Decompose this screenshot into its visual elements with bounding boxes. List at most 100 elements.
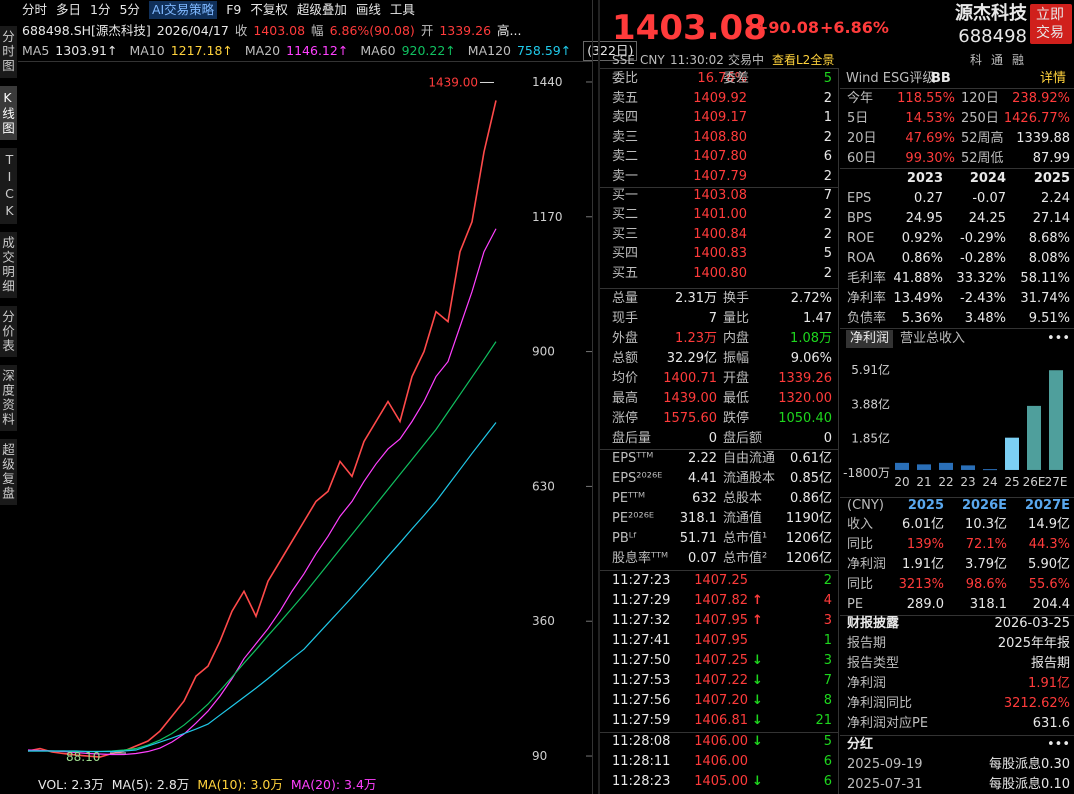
text: 11:27:53 xyxy=(612,673,671,688)
ma-value: 758.59↑ xyxy=(516,43,572,58)
text: 卖一 xyxy=(612,168,639,184)
text: 289.0 xyxy=(906,597,944,612)
text: 净利润对应PE xyxy=(847,716,929,731)
toolbar-item[interactable]: 超级叠加 xyxy=(296,2,347,17)
ma-value: 1217.18↑ xyxy=(170,43,233,58)
text: 2 xyxy=(823,168,832,184)
toolbar-item[interactable]: 不复权 xyxy=(250,2,288,17)
side-tab[interactable]: 超级复盘 xyxy=(0,439,17,505)
text: ROE xyxy=(847,231,875,246)
text: 1407.82 xyxy=(694,593,748,608)
volume-bar: VOL: 2.3万 MA(5): 2.8万 MA(10): 3.0万 MA(20): … xyxy=(38,776,376,794)
text: 5.90亿 xyxy=(1028,557,1070,572)
divider xyxy=(840,615,1074,616)
toolbar-item[interactable]: 分时 xyxy=(22,2,48,17)
text: 11:27:41 xyxy=(612,633,671,648)
text: 6.01亿 xyxy=(902,517,944,532)
text: 1407.25 xyxy=(694,653,748,668)
toolbar-item[interactable]: 1分 xyxy=(90,2,111,17)
text: 1409.92 xyxy=(693,91,747,106)
divider xyxy=(598,0,600,794)
text: 52周低 xyxy=(961,151,1004,166)
text: 1439.00 xyxy=(663,391,717,406)
text: 1575.60 xyxy=(663,411,717,426)
text: Wind ESG评级 xyxy=(846,71,936,86)
trade-button[interactable]: 立即交易 xyxy=(1036,7,1064,41)
text: 11:27:59 xyxy=(612,713,671,728)
ma-name: MA20 xyxy=(244,43,281,58)
text: 139% xyxy=(906,537,944,552)
text: 5日 xyxy=(847,111,869,126)
text: 卖四 xyxy=(612,110,639,126)
text: 55.6% xyxy=(1028,577,1070,592)
toolbar-item[interactable]: 5分 xyxy=(119,2,140,17)
side-tab[interactable]: 分时图 xyxy=(0,26,17,78)
text: 8.08% xyxy=(1028,251,1070,266)
text: 1406.00 xyxy=(694,734,748,749)
text: 11:28:08 xyxy=(612,734,671,749)
text: 14.9亿 xyxy=(1028,517,1070,532)
text[interactable]: ••• xyxy=(1046,737,1070,752)
text: 27.14 xyxy=(1032,211,1070,226)
toolbar-item[interactable]: 画线 xyxy=(355,2,381,17)
ma-bar: MA5 1303.91↑ MA10 1217.18↑ MA20 1146.12↑ MA60 9… xyxy=(22,41,638,61)
text: ↓ xyxy=(752,713,763,728)
text: 87.99 xyxy=(1032,151,1070,166)
tab[interactable]: 营业总收入 xyxy=(900,331,966,346)
side-tab[interactable]: 成交明细 xyxy=(0,231,17,298)
text: 净利润 xyxy=(847,676,887,691)
text: ↓ xyxy=(752,734,763,749)
text: 总额 xyxy=(612,351,639,366)
text[interactable]: 详情 xyxy=(1039,71,1066,86)
chart: 5.91亿 3.88亿 1.85亿 -1800万 20 21 22 23 24 25 26E 27E xyxy=(843,362,1067,489)
text: 1409.17 xyxy=(693,110,747,126)
bar xyxy=(939,462,953,470)
tab[interactable]: 净利润 xyxy=(846,330,894,348)
text: 0.85亿 xyxy=(790,471,832,486)
text: 51.71 xyxy=(679,531,717,546)
text: 0 xyxy=(823,431,832,446)
bar xyxy=(1027,405,1041,470)
side-tab[interactable]: 深度资料 xyxy=(0,365,17,431)
side-tab[interactable]: K线图 xyxy=(0,85,17,140)
text: 买一 xyxy=(612,188,639,203)
text: 总市值¹ xyxy=(723,531,768,546)
info-item: 1403.08 xyxy=(253,23,306,38)
toolbar-item[interactable]: F9 xyxy=(226,2,242,17)
text: 通 xyxy=(991,53,1004,67)
y-tick-label: 360 xyxy=(532,614,555,628)
bar xyxy=(983,469,997,471)
text: 2025年年报 xyxy=(997,636,1070,651)
text: 5 xyxy=(823,246,832,262)
text: 7 xyxy=(823,188,832,203)
side-tab[interactable]: TICK xyxy=(0,147,17,224)
text: 融 xyxy=(1012,53,1025,67)
toolbar: 分时 多日 1分 5分 AI交易策略 F9 不复权 超级叠加 画线 工具 xyxy=(22,1,415,19)
text: PE xyxy=(847,597,864,612)
x-tick-label: 20 xyxy=(894,475,909,489)
text: 31.74% xyxy=(1020,291,1070,306)
text: 1407.79 xyxy=(693,168,747,184)
text: 2 xyxy=(823,573,832,588)
info-item: 688498.SH[源杰科技] xyxy=(22,23,151,38)
toolbar-item[interactable]: AI交易策略 xyxy=(148,1,218,19)
text: 2.31万 xyxy=(675,291,717,306)
y-tick-label: 90 xyxy=(532,749,547,763)
text[interactable]: 查看L2全景 xyxy=(772,53,835,67)
side-tab[interactable]: 分价表 xyxy=(0,305,17,357)
text: 318.1 xyxy=(969,597,1007,612)
text: 1406.00 xyxy=(694,754,748,769)
trade-button-bg[interactable] xyxy=(1030,4,1072,44)
text: -0.29% xyxy=(960,231,1006,246)
toolbar-item[interactable]: 工具 xyxy=(389,2,415,17)
text: 涨停 xyxy=(612,411,639,426)
toolbar-item[interactable]: 多日 xyxy=(56,2,82,17)
text: 1206亿 xyxy=(785,551,832,566)
text[interactable]: ••• xyxy=(1046,331,1070,346)
text: 20日 xyxy=(847,131,877,146)
text: 1400.71 xyxy=(663,371,717,386)
text: 今年 xyxy=(847,91,874,106)
divider xyxy=(840,497,1074,498)
text: EPS²⁰²⁶ᴱ xyxy=(612,471,663,486)
